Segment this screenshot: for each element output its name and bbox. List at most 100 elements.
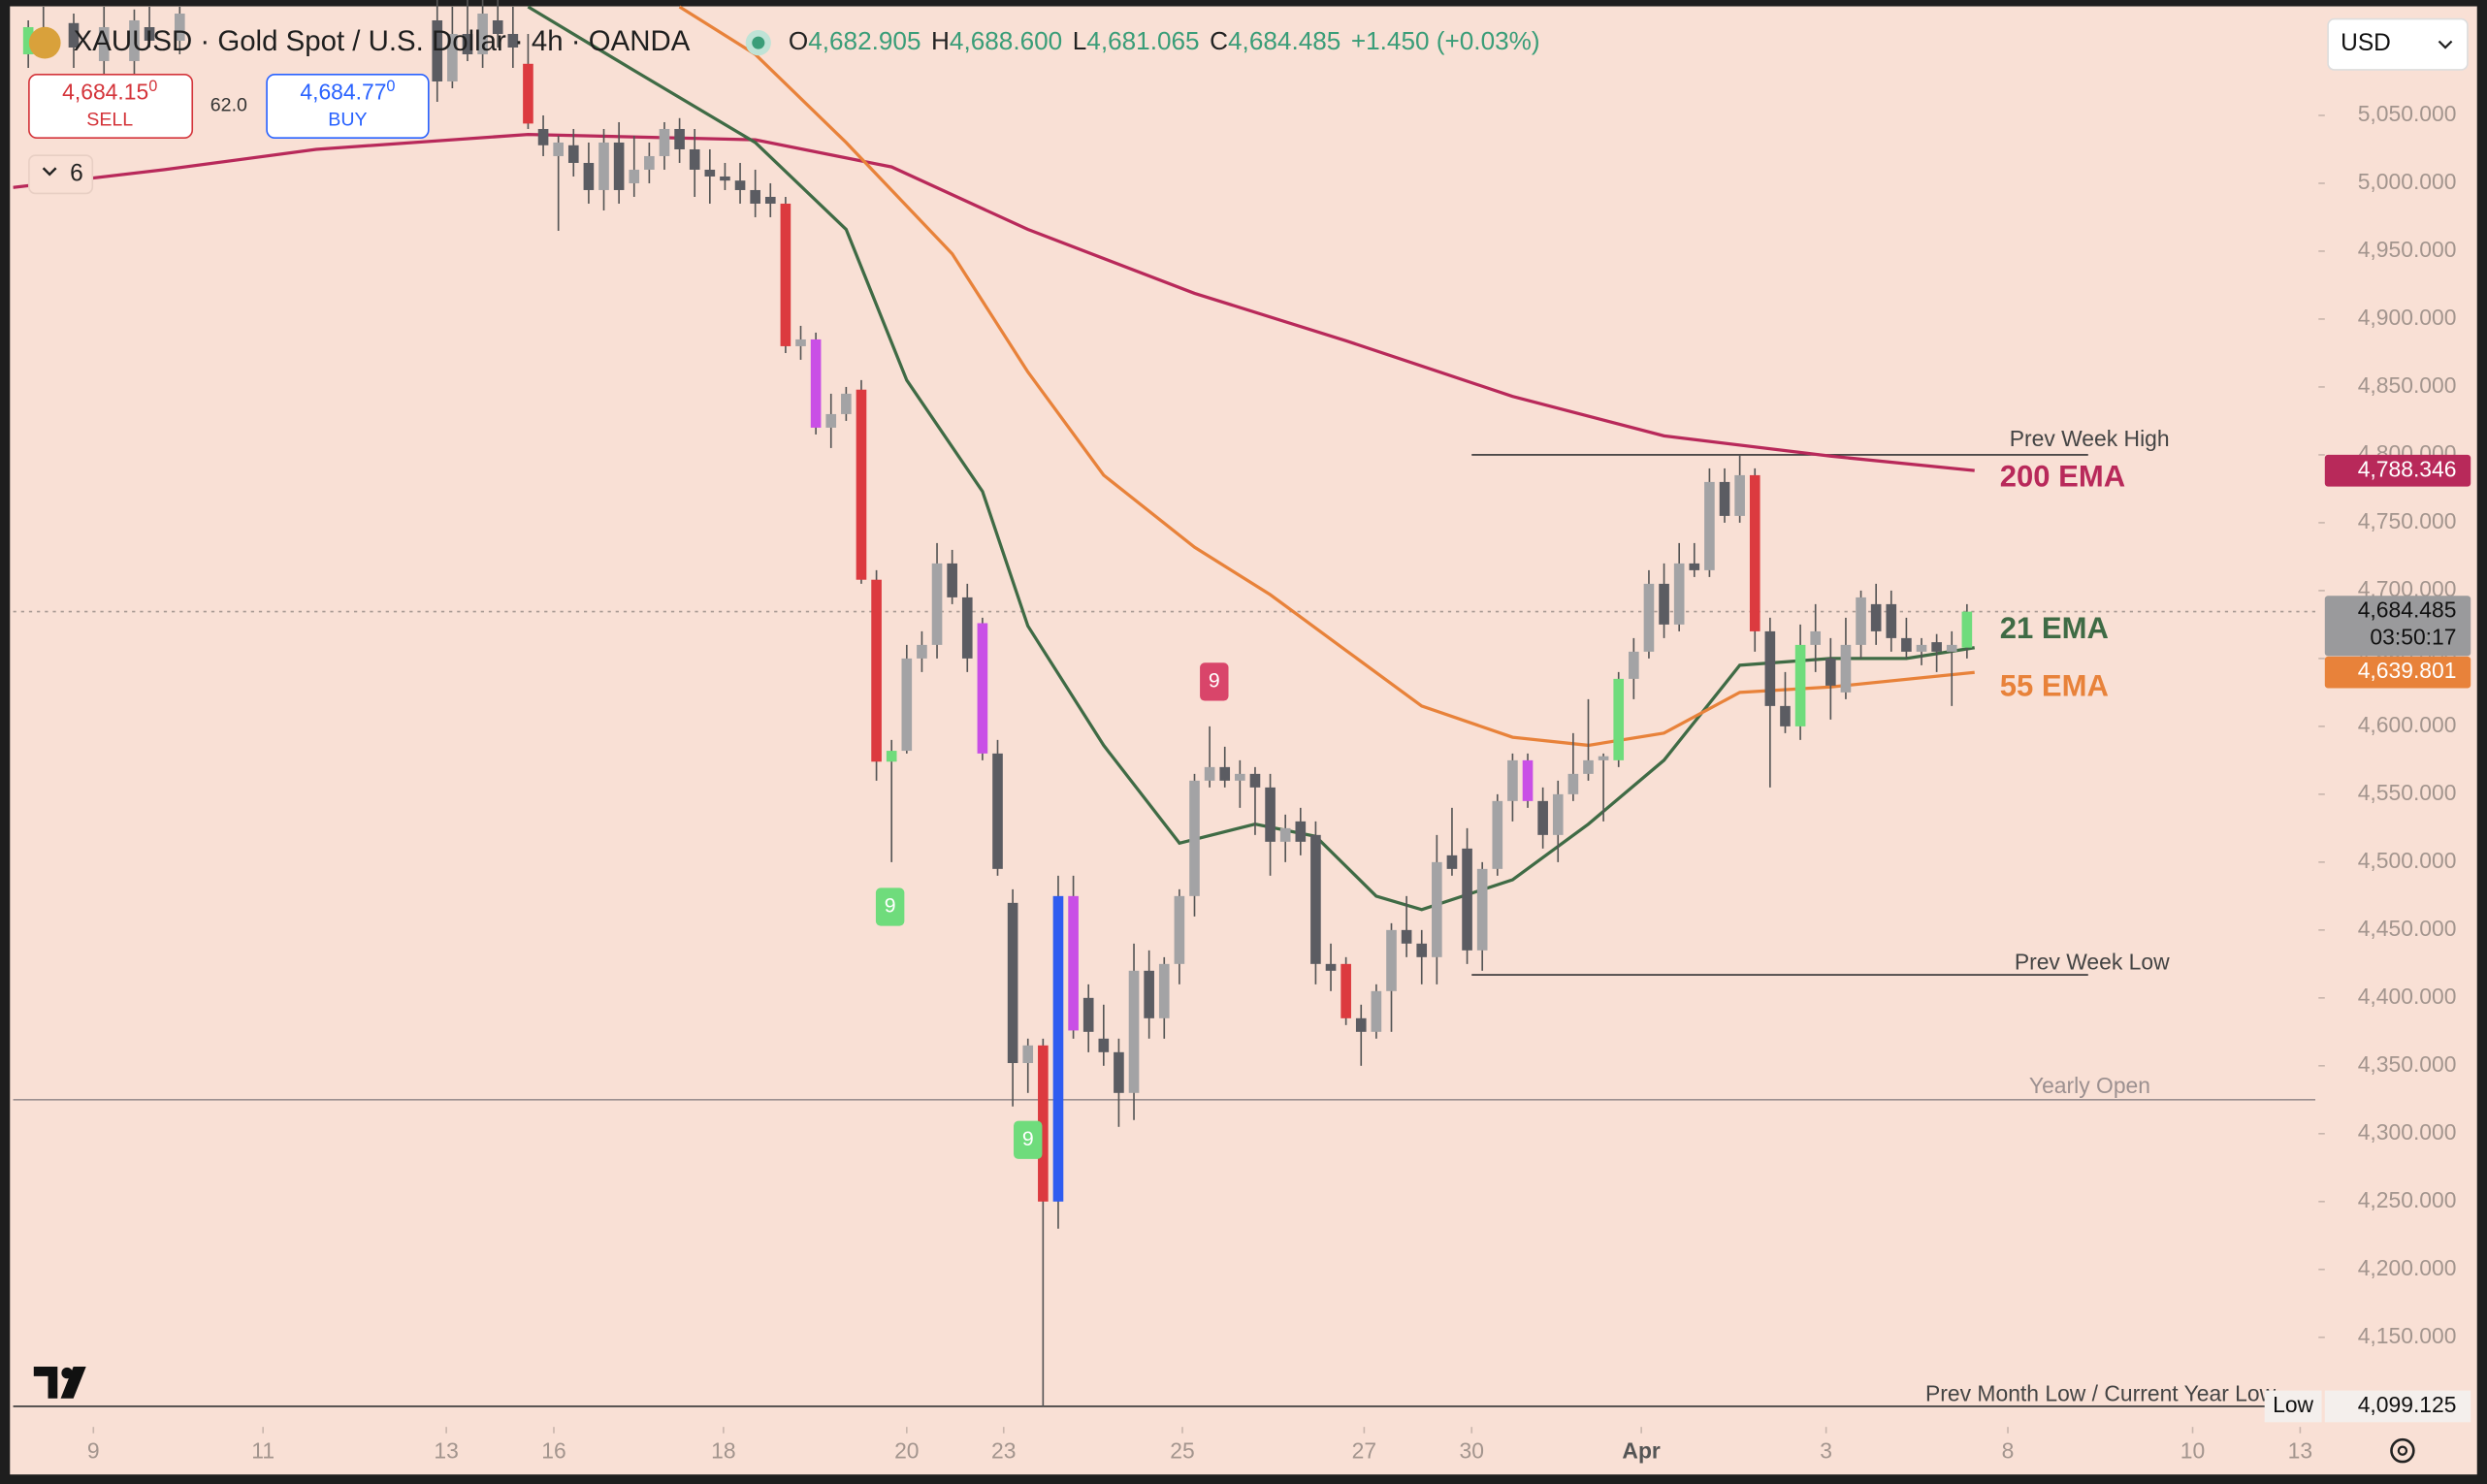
candle-body — [1144, 970, 1154, 1018]
y-tick-label: 5,050.000 — [2358, 101, 2457, 126]
candle-body — [1310, 834, 1321, 964]
candle-body — [1567, 773, 1579, 794]
candle-body — [810, 339, 822, 428]
ohlc-change: +1.450 (+0.03%) — [1351, 26, 1540, 55]
settings-button[interactable] — [2390, 1437, 2415, 1464]
candle-body — [1432, 861, 1442, 957]
sequence-mark — [875, 887, 905, 926]
currency-select[interactable] — [2327, 17, 2469, 71]
candle-body — [1416, 943, 1428, 957]
candle-body — [1719, 481, 1730, 516]
candle-body — [704, 169, 716, 177]
candle-body — [1189, 780, 1200, 896]
candle-body — [1022, 1045, 1034, 1064]
candle-body — [644, 155, 655, 170]
price-badge — [2324, 454, 2471, 487]
background — [10, 6, 2477, 1475]
last-price-badge — [2324, 596, 2471, 657]
candle-body — [462, 33, 473, 54]
ohlc: O4,682.905 H4,688.600 L4,681.065 C4,684.… — [789, 26, 1540, 55]
sell-price-main: 4,684.15 — [62, 79, 148, 104]
candle-body — [720, 176, 730, 181]
y-tick-label: 4,600.000 — [2358, 712, 2457, 737]
price-badge — [2324, 656, 2471, 689]
candle-body — [1961, 611, 1973, 648]
candle-body — [567, 145, 579, 163]
candle-body — [1856, 597, 1866, 645]
candle-body — [174, 13, 185, 41]
x-tick-label: 20 — [894, 1437, 919, 1463]
y-tick-label: 4,400.000 — [2358, 984, 2457, 1009]
sell-button[interactable] — [28, 74, 194, 140]
candle-body — [780, 203, 791, 346]
candle-body — [1446, 855, 1458, 869]
candle-body — [750, 189, 760, 204]
candle-body — [1886, 603, 1897, 638]
candle-body — [1825, 658, 1836, 686]
sequence-mark — [1014, 1120, 1043, 1159]
candle-body — [68, 22, 80, 48]
price-badge-label: 4,639.801 — [2358, 658, 2457, 683]
candle-body — [871, 579, 882, 762]
candle-body — [1174, 895, 1185, 964]
candle-body — [1068, 895, 1079, 1031]
spread: 62.0 — [210, 95, 247, 116]
level-label: Prev Week High — [2010, 426, 2170, 451]
ema-label: 21 EMA — [2000, 611, 2109, 645]
candle-body — [1629, 651, 1639, 679]
candle-body — [1552, 793, 1564, 835]
candle-body — [583, 162, 595, 190]
ohlc-value: 4,688.600 — [950, 26, 1062, 55]
candle-body — [841, 393, 852, 414]
symbol-title: XAUUSD · Gold Spot / U.S. Dollar · 4h · … — [74, 25, 691, 57]
candle-body — [144, 26, 155, 41]
ohlc-value: 4,684.485 — [1228, 26, 1340, 55]
candle-body — [1235, 773, 1245, 781]
x-tick-label: 27 — [1352, 1437, 1376, 1463]
candle-body — [1901, 637, 1912, 652]
candle-body — [1249, 773, 1261, 788]
currency-chevron — [2438, 40, 2453, 49]
candle-body — [1598, 756, 1609, 760]
candle-body — [1052, 895, 1064, 1202]
y-tick-label: 4,200.000 — [2358, 1255, 2457, 1280]
candle-body — [1340, 963, 1351, 1018]
candle-body — [1279, 827, 1291, 842]
candle-body — [1325, 963, 1337, 971]
candle-body — [1673, 563, 1685, 625]
y-tick-label: 4,750.000 — [2358, 508, 2457, 533]
buy-price-sup: 0 — [386, 78, 395, 95]
candle-body — [1613, 678, 1625, 760]
low-tag-label: Low — [2273, 1392, 2313, 1417]
candle-body — [1082, 997, 1094, 1032]
status-dot-inner — [752, 36, 765, 49]
price-badge-label: 4,788.346 — [2358, 456, 2457, 481]
ema-label: 200 EMA — [2000, 460, 2125, 494]
candle-body — [129, 19, 140, 61]
buy-button[interactable] — [266, 74, 430, 140]
countdown: 03:50:17 — [2370, 624, 2456, 649]
ema-label: 55 EMA — [2000, 669, 2109, 703]
candle-body — [1007, 902, 1018, 1064]
currency: USD — [2341, 30, 2391, 56]
logo-part — [33, 1367, 58, 1399]
sequence-mark-label: 9 — [885, 894, 896, 918]
buy-price-main: 4,684.77 — [300, 79, 386, 104]
candle-body — [901, 658, 913, 752]
candle-body — [1946, 644, 1957, 652]
x-tick-label: 13 — [2288, 1437, 2312, 1463]
last-price-label: 4,684.485 — [2358, 597, 2457, 623]
candle-body — [553, 142, 564, 156]
y-tick-label: 4,350.000 — [2358, 1051, 2457, 1077]
collapse-button[interactable] — [28, 154, 94, 195]
candle-body — [1355, 1017, 1367, 1032]
sequence-mark — [1200, 662, 1229, 701]
candle-body — [432, 19, 443, 81]
candle-body — [992, 753, 1003, 869]
candle-body — [1114, 1051, 1124, 1093]
y-tick-label: 4,150.000 — [2358, 1323, 2457, 1348]
y-tick-label: 4,300.000 — [2358, 1119, 2457, 1145]
candle-body — [1128, 970, 1140, 1093]
candle-body — [1659, 583, 1669, 625]
low-badge-label: 4,099.125 — [2358, 1392, 2457, 1417]
